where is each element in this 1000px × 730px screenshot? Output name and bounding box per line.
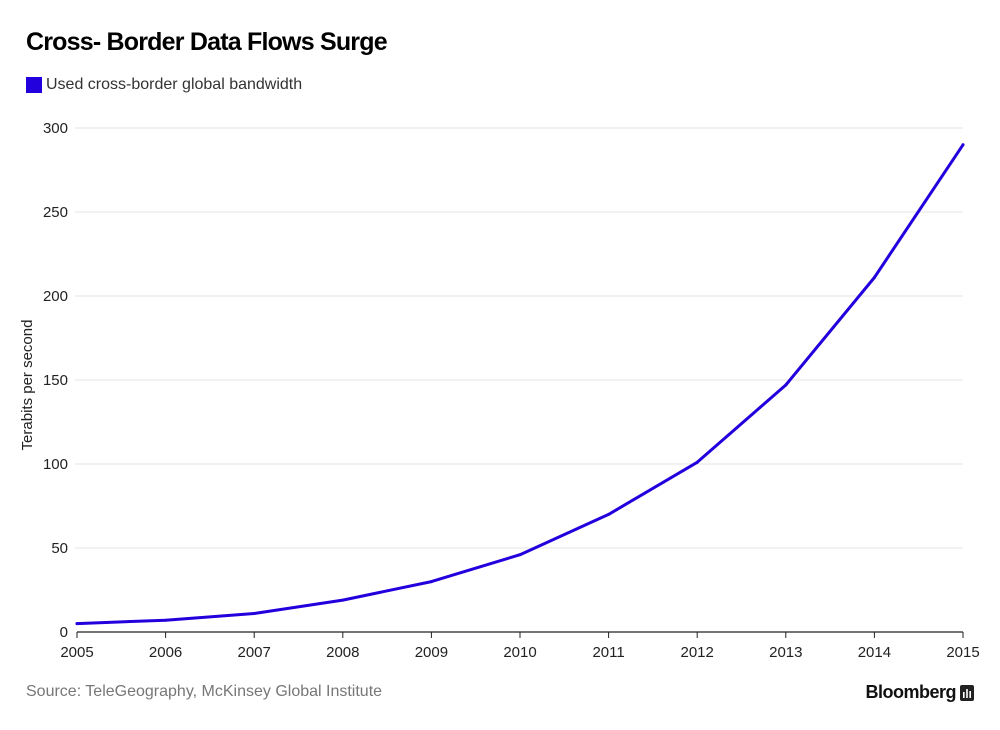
label-layer: 0 50 100 150 200 250 300 2005 2006 2007 2008 2009 20…	[19, 120, 980, 661]
y-tick-label: 250	[43, 204, 68, 221]
x-tick-label: 2011	[592, 644, 624, 661]
brand-name: Bloomberg	[865, 682, 956, 702]
legend: Used cross-border global bandwidth	[26, 75, 302, 95]
x-tick-label: 2008	[326, 644, 359, 661]
x-tick-label: 2015	[946, 644, 979, 661]
data-point	[75, 622, 79, 626]
x-tick-label: 2010	[503, 644, 536, 661]
series-line	[75, 143, 965, 626]
data-point	[518, 553, 522, 557]
brand-logo: Bloomberg	[865, 682, 974, 703]
x-tick-label: 2014	[858, 644, 891, 661]
y-tick-label: 100	[43, 456, 68, 473]
legend-swatch	[26, 77, 42, 93]
series-layer	[75, 143, 965, 626]
y-axis-title: Terabits per second	[19, 320, 36, 451]
y-tick-label: 150	[43, 372, 68, 389]
axis-layer	[76, 631, 964, 638]
x-tick-label: 2006	[149, 644, 182, 661]
data-point	[607, 512, 611, 516]
chart-bars-icon	[960, 684, 974, 701]
data-point	[695, 460, 699, 464]
data-point	[872, 276, 876, 280]
x-tick-label: 2005	[60, 644, 93, 661]
data-point	[784, 383, 788, 387]
x-tick-label: 2012	[681, 644, 714, 661]
y-tick-label: 0	[60, 624, 68, 641]
legend-label: Used cross-border global bandwidth	[46, 76, 303, 93]
chart-title: Cross- Border Data Flows Surge	[26, 28, 388, 56]
data-point	[961, 143, 965, 147]
grid-layer	[75, 127, 963, 549]
x-tick-label: 2007	[238, 644, 271, 661]
source-note: Source: TeleGeography, McKinsey Global I…	[26, 683, 383, 700]
data-point	[429, 580, 433, 584]
y-tick-label: 300	[43, 120, 68, 137]
y-tick-label: 50	[51, 540, 68, 557]
data-point	[252, 612, 256, 616]
data-point	[164, 618, 168, 622]
x-tick-label: 2009	[415, 644, 448, 661]
data-point	[341, 598, 345, 602]
y-tick-label: 200	[43, 288, 68, 305]
x-tick-label: 2013	[769, 644, 802, 661]
